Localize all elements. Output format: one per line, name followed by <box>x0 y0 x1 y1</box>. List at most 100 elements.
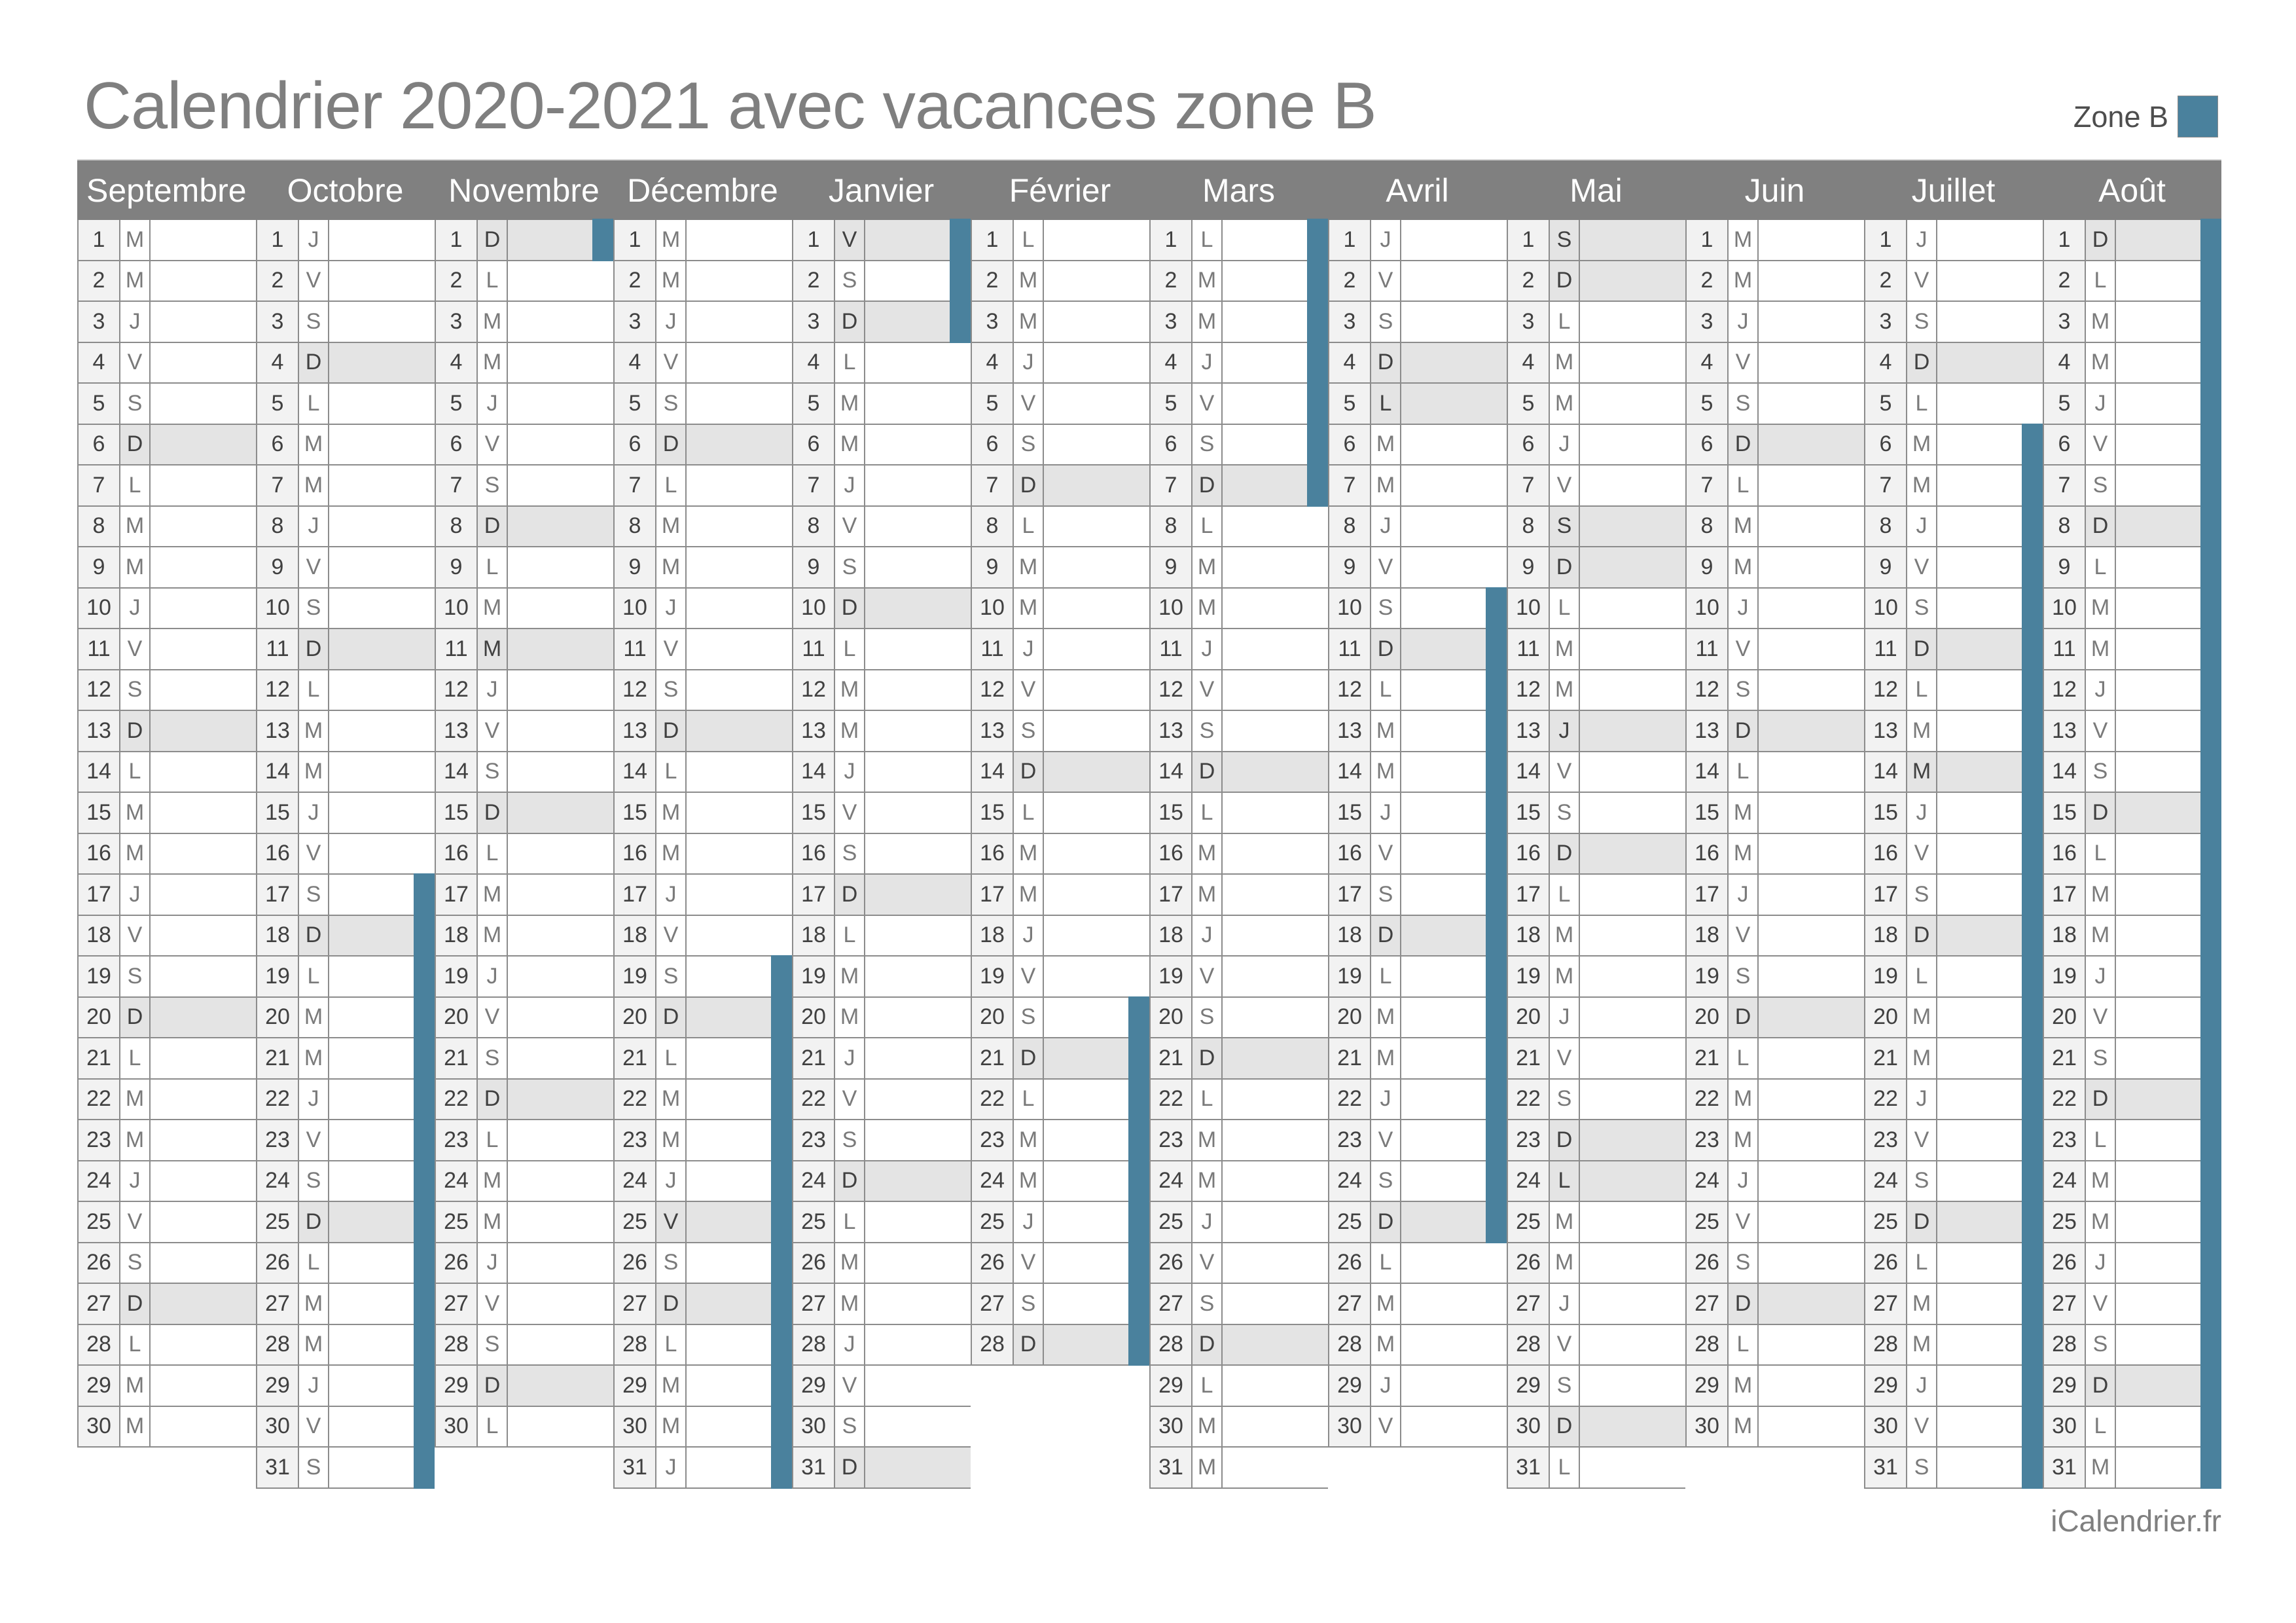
day-notes-cell <box>2116 750 2221 793</box>
day-row: 10 S <box>1864 587 2043 629</box>
weekday-letter: L <box>835 342 865 382</box>
weekday-letter: S <box>2086 752 2116 792</box>
day-number: 19 <box>1329 957 1371 996</box>
weekday-letter: L <box>299 670 329 710</box>
day-notes-cell <box>687 915 792 955</box>
day-row: 23 V <box>1328 1119 1507 1161</box>
weekday-letter: D <box>1371 342 1401 382</box>
day-notes-cell <box>865 957 971 996</box>
day-number: 15 <box>1508 793 1550 833</box>
weekday-letter: J <box>1729 875 1759 915</box>
weekday-letter: S <box>299 588 329 628</box>
day-number: 30 <box>1151 1406 1193 1446</box>
day-number: 24 <box>615 1161 656 1201</box>
day-row: 20 M <box>792 997 971 1038</box>
day-notes-cell <box>329 261 435 301</box>
vacation-bar <box>414 955 435 998</box>
day-notes-cell <box>1580 1324 1685 1364</box>
day-notes-cell <box>329 955 435 998</box>
day-row: 16 M <box>613 833 792 875</box>
day-notes-cell <box>151 957 256 996</box>
day-number: 27 <box>615 1284 656 1324</box>
day-number: 18 <box>1687 915 1729 955</box>
day-notes-cell <box>865 711 971 751</box>
day-row: 30 L <box>435 1406 613 1448</box>
weekday-letter: M <box>478 302 508 342</box>
vacation-bar <box>771 1446 792 1489</box>
day-notes-cell <box>1223 875 1328 915</box>
weekday-letter: M <box>656 261 687 301</box>
day-notes-cell <box>1223 1038 1328 1078</box>
day-number: 28 <box>1865 1324 1907 1364</box>
day-row: 11 M <box>2043 628 2221 670</box>
day-number: 21 <box>257 1038 299 1078</box>
day-number: 1 <box>1151 220 1193 260</box>
weekday-letter: M <box>1550 915 1580 955</box>
weekday-letter: L <box>656 752 687 792</box>
day-number: 2 <box>1508 261 1550 301</box>
day-number: 31 <box>1865 1448 1907 1487</box>
weekday-letter: D <box>120 424 151 464</box>
weekday-letter: S <box>299 302 329 342</box>
day-notes-cell <box>2116 382 2221 425</box>
day-notes-cell <box>1401 261 1507 301</box>
weekday-letter: J <box>1907 220 1937 260</box>
day-row: 23 M <box>1685 1120 1864 1161</box>
vacation-bar <box>414 996 435 1038</box>
day-notes-cell <box>508 384 613 424</box>
day-notes-cell <box>1759 547 1864 587</box>
day-number: 13 <box>257 711 299 751</box>
day-row: 10 D <box>792 588 971 629</box>
day-notes-cell <box>1401 547 1507 587</box>
vacation-bar <box>2022 1119 2043 1161</box>
weekday-letter: L <box>120 752 151 792</box>
day-row: 28 V <box>1507 1324 1685 1366</box>
day-row: 12 L <box>256 670 435 711</box>
day-notes-cell <box>2116 1405 2221 1448</box>
weekday-letter: J <box>1193 342 1223 382</box>
day-number: 21 <box>615 1038 656 1078</box>
weekday-letter: M <box>1193 1120 1223 1160</box>
day-notes-cell <box>687 588 792 628</box>
day-number: 6 <box>793 424 835 464</box>
weekday-letter: D <box>2086 1366 2116 1406</box>
day-number: 17 <box>793 875 835 915</box>
weekday-letter: M <box>120 506 151 546</box>
day-notes-cell <box>151 506 256 546</box>
vacation-bar <box>2200 505 2221 547</box>
day-number: 22 <box>1687 1079 1729 1119</box>
day-row: 16 M <box>971 833 1149 875</box>
day-notes-cell <box>508 793 613 833</box>
month-header: Juin <box>1685 159 1864 220</box>
day-notes-cell <box>1223 793 1328 833</box>
day-row: 21 M <box>256 1037 435 1080</box>
weekday-letter: D <box>299 915 329 955</box>
weekday-letter: V <box>1371 547 1401 587</box>
day-row: 22 D <box>2043 1078 2221 1120</box>
day-number: 22 <box>436 1079 478 1119</box>
day-notes-cell <box>1401 1159 1507 1202</box>
day-number: 19 <box>257 957 299 996</box>
day-number: 29 <box>1151 1366 1193 1406</box>
vacation-bar <box>2022 914 2043 957</box>
day-row: 19 M <box>1507 957 1685 998</box>
day-row: 30 M <box>1685 1406 1864 1448</box>
day-notes-cell <box>865 629 971 669</box>
day-row: 25 V <box>613 1201 792 1243</box>
weekday-letter: S <box>120 384 151 424</box>
day-number: 16 <box>1687 833 1729 873</box>
day-number: 3 <box>2044 302 2086 342</box>
vacation-bar <box>2200 628 2221 670</box>
